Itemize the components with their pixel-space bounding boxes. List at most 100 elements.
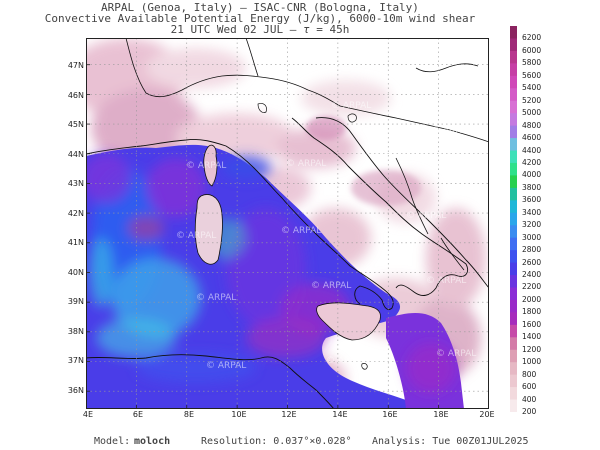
watermark-text: © ARPAL — [196, 293, 236, 303]
lat-label-47: 47N — [67, 61, 84, 70]
watermark-text: © ARPAL — [431, 126, 471, 136]
colorbar-label: 5000 — [522, 108, 542, 118]
colorbar-swatch — [510, 63, 517, 77]
watermark-text: © ARPAL — [426, 276, 466, 286]
header-line-1: ARPAL (Genoa, Italy) – ISAC-CNR (Bologna… — [101, 1, 419, 14]
colorbar-swatch — [510, 262, 517, 276]
colorbar-swatch — [510, 187, 517, 201]
lon-label-8: 8E — [183, 410, 195, 419]
colorbar-swatch — [510, 38, 517, 52]
lat-label-44: 44N — [67, 150, 84, 159]
analysis-text: Analysis: Tue 00Z01JUL2025 — [372, 436, 529, 447]
colorbar-swatch — [510, 337, 517, 351]
colorbar-swatch — [510, 299, 517, 313]
colorbar-swatch — [510, 26, 517, 39]
colorbar-swatch — [510, 324, 517, 338]
colorbar-swatch — [510, 362, 517, 376]
colorbar-swatch — [510, 387, 517, 401]
lon-label-12: 12E — [281, 410, 297, 419]
colorbar-label: 5600 — [522, 70, 542, 80]
colorbar-label: 1400 — [522, 332, 542, 342]
colorbar-label: 3200 — [522, 220, 542, 230]
lon-label-4: 4E — [82, 410, 94, 419]
colorbar-swatch — [510, 175, 517, 189]
colorbar-swatch — [510, 150, 517, 164]
colorbar-swatch — [510, 138, 517, 152]
colorbar-label: 2600 — [522, 257, 542, 267]
colorbar-swatch — [510, 212, 517, 226]
lake-garda — [257, 103, 267, 113]
watermark-text: © ARPAL — [186, 161, 226, 171]
colorbar-label: 5800 — [522, 58, 542, 68]
colorbar-swatch — [510, 287, 517, 301]
colorbar-label: 3800 — [522, 182, 542, 192]
alpine-border — [125, 38, 341, 107]
bosnia-border — [395, 157, 429, 235]
north-africa-coastline — [86, 354, 335, 409]
watermark-text: © ARPAL — [206, 361, 246, 371]
colorbar-label: 2800 — [522, 245, 542, 255]
colorbar-label: 5400 — [522, 83, 542, 93]
colorbar-label: 1200 — [522, 344, 542, 354]
lon-label-10: 10E — [231, 410, 247, 419]
colorbar-swatch — [510, 374, 517, 388]
watermark-text: © ARPAL — [406, 211, 446, 221]
colorbar-swatch — [510, 200, 517, 214]
colorbar-label: 3000 — [522, 232, 542, 242]
colorbar-swatch — [510, 250, 517, 264]
colorbar-label: 800 — [522, 369, 537, 379]
tyrrhenian-coastline — [86, 139, 394, 311]
lon-label-14: 14E — [332, 410, 348, 419]
colorbar-label: 4400 — [522, 145, 542, 155]
colorbar-label: 1000 — [522, 357, 542, 367]
colorbar-swatch — [510, 275, 517, 288]
colorbar-label: 3400 — [522, 207, 542, 217]
colorbar-label: 4600 — [522, 133, 542, 143]
colorbar-swatch — [510, 237, 517, 251]
header-line-2: Convective Available Potential Energy (J… — [44, 12, 476, 25]
colorbar-label: 6000 — [522, 45, 542, 55]
hungary-border — [415, 63, 479, 73]
colorbar-label: 2200 — [522, 282, 542, 292]
lat-label-43: 43N — [67, 179, 84, 188]
graticule — [86, 38, 489, 409]
watermark-text: © ARPAL — [236, 95, 276, 105]
lon-label-16: 16E — [382, 410, 398, 419]
map-canvas: © ARPAL © ARPAL © ARPAL © ARPAL © ARPAL © ARP… — [86, 38, 489, 409]
sardinia-island — [194, 194, 223, 265]
lat-label-38: 38N — [67, 327, 84, 336]
balkan-border — [339, 105, 489, 143]
colorbar-label: 3600 — [522, 195, 542, 205]
colorbar-label: 2400 — [522, 270, 542, 280]
lat-label-46: 46N — [67, 91, 84, 100]
colorbar-label: 4000 — [522, 170, 542, 180]
lat-label-37: 37N — [67, 356, 84, 365]
sicily-island — [316, 302, 381, 341]
colorbar-label: 4200 — [522, 157, 542, 167]
colorbar-swatch — [510, 88, 517, 102]
colorbar-swatch — [510, 162, 517, 176]
watermark-text: © ARPAL — [281, 226, 321, 236]
colorbar-swatch — [510, 100, 517, 114]
colorbar-swatch — [510, 113, 517, 127]
valid-time: 21 UTC Wed 02 JUL – — [170, 23, 304, 36]
lon-label-20: 20E — [479, 410, 495, 419]
colorbar-label: 4800 — [522, 120, 542, 130]
lat-label-45: 45N — [67, 120, 84, 129]
lat-label-39: 39N — [67, 297, 84, 306]
colorbar-label: 1600 — [522, 319, 542, 329]
watermark-text: © ARPAL — [331, 101, 371, 111]
colorbar-label: 400 — [522, 394, 537, 404]
adriatic-cape — [306, 116, 421, 206]
forecast-step: = 45h — [309, 23, 350, 36]
adriatic-coastline — [291, 117, 469, 296]
swiss-border — [245, 38, 259, 77]
colorbar-swatch — [510, 50, 517, 64]
axis-ticks — [86, 64, 489, 409]
watermark-text: © ARPAL — [311, 281, 351, 291]
lat-label-40: 40N — [67, 268, 84, 277]
watermarks: © ARPAL © ARPAL © ARPAL © ARPAL © ARPAL © ARP… — [176, 95, 476, 371]
cape-map: © ARPAL © ARPAL © ARPAL © ARPAL © ARPAL © ARP… — [86, 38, 489, 409]
watermark-text: © ARPAL — [416, 161, 456, 171]
header-line-3: 21 UTC Wed 02 JUL – τ = 45h — [0, 24, 520, 36]
